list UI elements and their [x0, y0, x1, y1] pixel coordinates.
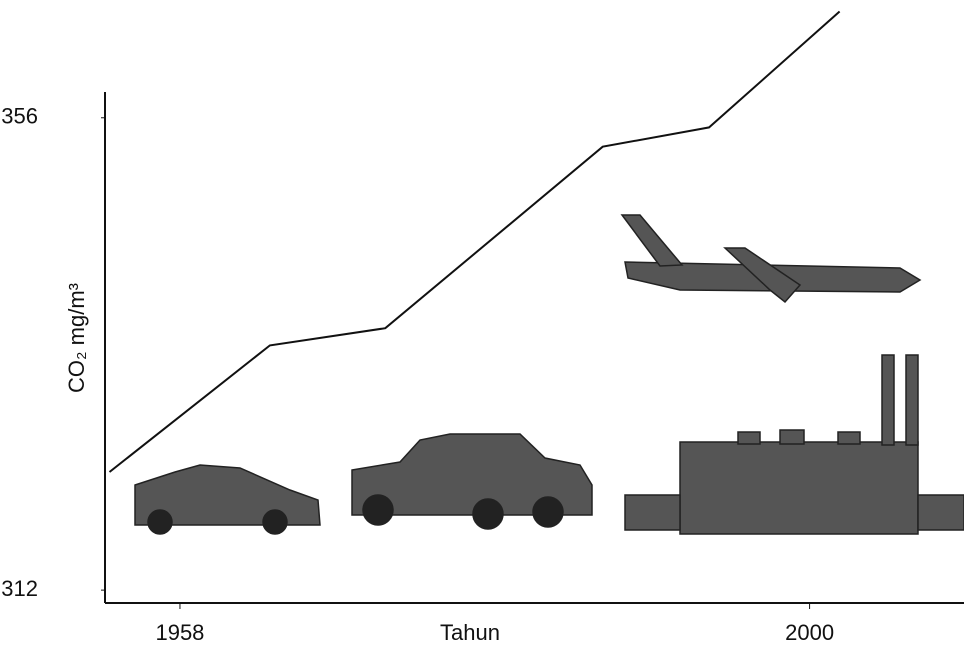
- chimney: [906, 355, 918, 445]
- factory-wing: [918, 495, 964, 530]
- y-tick-label: 312: [1, 576, 38, 601]
- airplane-tail: [622, 215, 682, 266]
- page: {"chart_data": {"type": "line", "y_label…: [0, 0, 964, 649]
- roof-block: [738, 432, 760, 444]
- x-tick-label: 2000: [785, 620, 834, 645]
- wheel: [533, 497, 563, 527]
- x-tick-label: 1958: [155, 620, 204, 645]
- roof-block: [780, 430, 804, 444]
- chart: CO₂ mg/m³ Tahun 312 356 1958 2000: [0, 0, 964, 649]
- wheel: [263, 510, 287, 534]
- data-line: [110, 12, 840, 473]
- factory-wing: [625, 495, 680, 530]
- wheel: [473, 499, 503, 529]
- chimney: [882, 355, 894, 445]
- wheel: [148, 510, 172, 534]
- y-tick-label: 356: [1, 104, 38, 129]
- y-axis-label: CO₂ mg/m³: [64, 283, 89, 393]
- roof-block: [838, 432, 860, 444]
- x-axis-label: Tahun: [440, 620, 500, 645]
- factory-icon: [680, 442, 918, 534]
- illustrations: [135, 215, 964, 534]
- wheel: [363, 495, 393, 525]
